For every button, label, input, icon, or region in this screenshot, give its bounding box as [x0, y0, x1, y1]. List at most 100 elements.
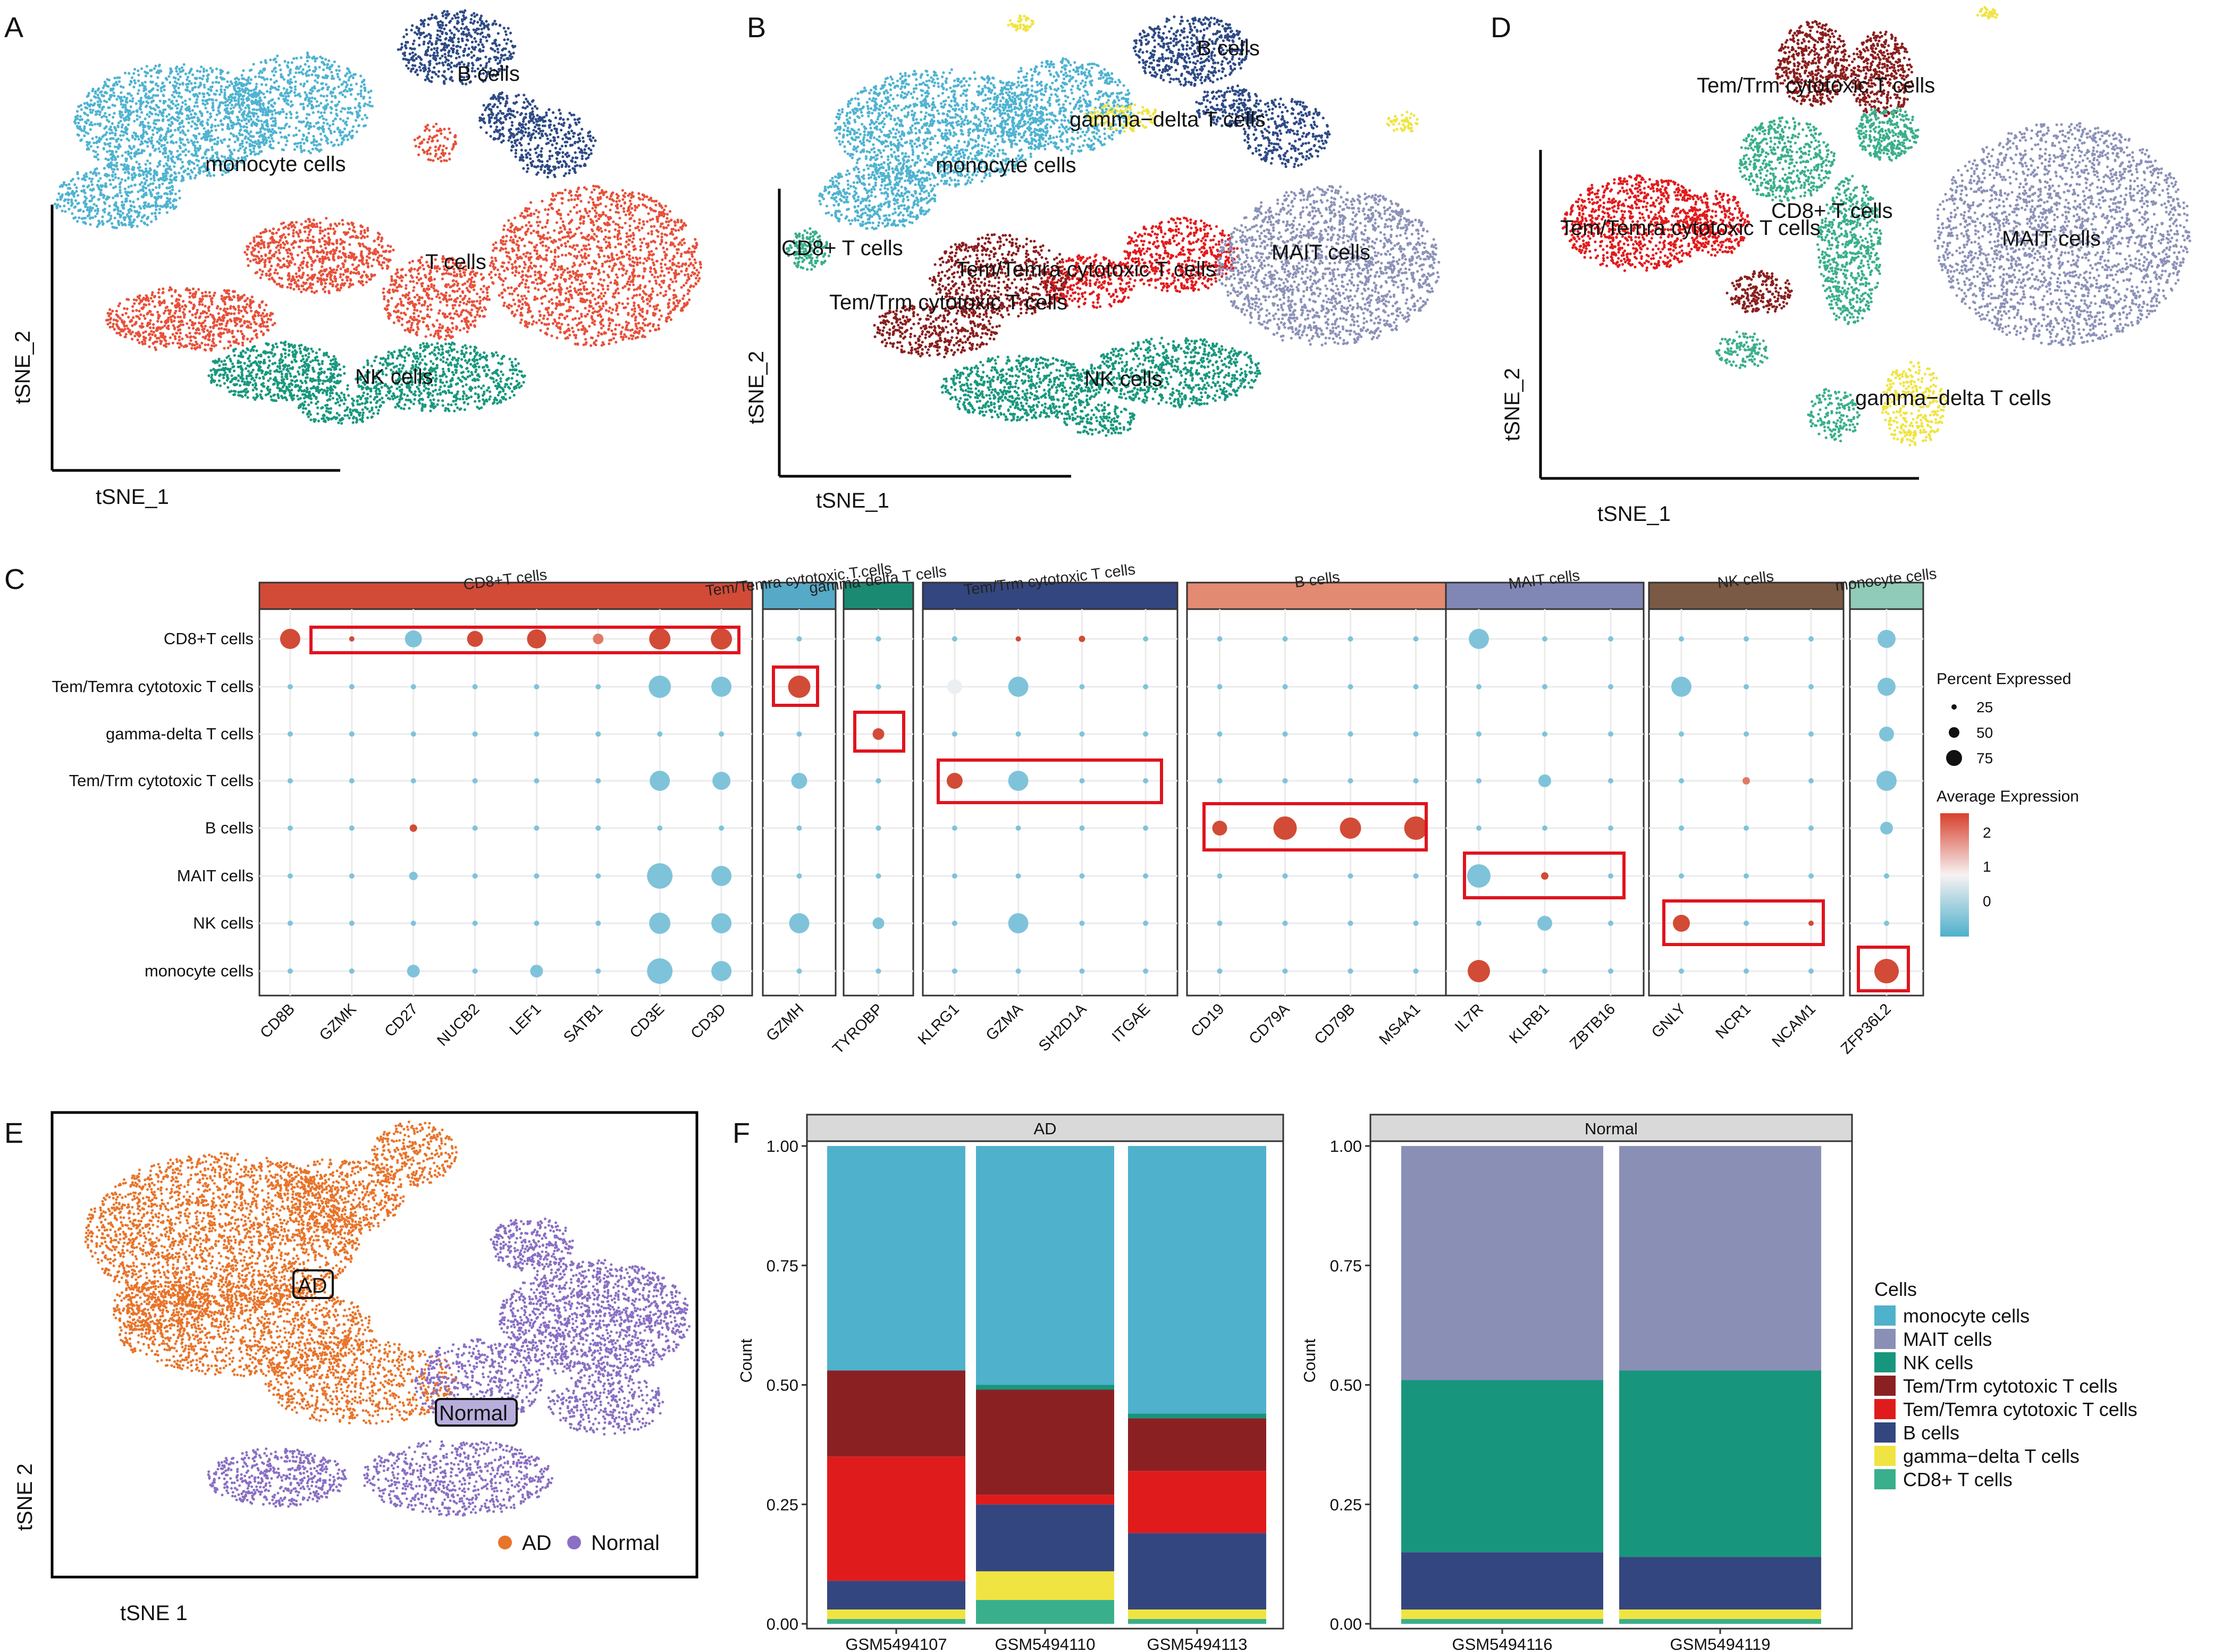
- expression-dot: [876, 873, 881, 879]
- cluster-points: [1063, 401, 1136, 437]
- panel-e-xlabel: tSNE 1: [120, 1602, 188, 1625]
- gene-label: NUCB2: [434, 1000, 483, 1049]
- y-tick-label: 0.75: [767, 1257, 798, 1275]
- expression-dot: [647, 958, 673, 984]
- expression-dot: [1679, 636, 1684, 642]
- panel-e-ylabel: tSNE 2: [13, 1463, 37, 1531]
- expression-dot: [534, 731, 540, 737]
- gene-label: KLRG1: [915, 1000, 963, 1048]
- panel-d-tsne: D tSNE_1 tSNE_2 Tem/Trm cytotoxic T cell…: [1491, 6, 2192, 526]
- expression-dot: [1679, 731, 1684, 737]
- size-key-25: [1951, 704, 1957, 710]
- y-tick-label: 0.75: [1330, 1257, 1362, 1275]
- y-tick-label: 0.25: [767, 1495, 798, 1514]
- expression-dot: [788, 676, 811, 698]
- expression-dot: [711, 677, 732, 697]
- expression-dot: [1671, 677, 1691, 697]
- x-tick-label: GSM5494119: [1670, 1635, 1771, 1652]
- bar-segment: [827, 1146, 965, 1371]
- expression-dot: [349, 825, 355, 831]
- y-tick-label: 0.50: [767, 1376, 798, 1395]
- cluster-points: [1007, 14, 1034, 32]
- expression-dot: [1541, 872, 1548, 880]
- expression-dot: [1476, 825, 1482, 831]
- bar-segment: [1619, 1146, 1821, 1371]
- panel-e-frame: [50, 1111, 698, 1579]
- panel-a-label-monocyte: monocyte cells: [205, 153, 346, 176]
- bar-segment: [1619, 1370, 1821, 1557]
- expression-dot: [349, 921, 355, 926]
- legend-swatch: [1874, 1376, 1896, 1396]
- panel-letter-b: B: [747, 12, 766, 44]
- expression-dot: [407, 965, 420, 977]
- expression-dot: [1413, 636, 1419, 642]
- dotplot-row-label: gamma-delta T cells: [106, 724, 254, 743]
- expression-dot: [1217, 731, 1223, 737]
- expression-dot: [1468, 960, 1490, 982]
- expression-dot: [1808, 731, 1814, 737]
- size-key-50: [1949, 727, 1959, 738]
- x-tick-label: GSM5494110: [995, 1635, 1096, 1652]
- cluster-points: [118, 1279, 374, 1378]
- expression-dot: [1015, 731, 1021, 737]
- bar-segment: [827, 1619, 965, 1624]
- expression-dot: [1008, 913, 1029, 933]
- expression-dot: [1476, 921, 1482, 926]
- expression-dot: [472, 684, 478, 689]
- dotplot-row-labels: CD8+T cells Tem/Temra cytotoxic T cells ga…: [52, 629, 254, 980]
- stacked-bar-chart: AD 0.00 0.25 0.50 0.75 1.00 Count GSM5494107 GSM…: [737, 1114, 1284, 1652]
- cluster-points: [488, 184, 702, 347]
- cluster-points: [992, 57, 1133, 155]
- bar-segment: [976, 1385, 1114, 1390]
- expression-dot: [796, 968, 802, 974]
- panel-d-label-tem-trm: Tem/Trm cytotoxic T cells: [1697, 74, 1935, 97]
- bar-segment: [1128, 1471, 1266, 1533]
- expression-dot: [1008, 677, 1029, 697]
- size-key-75-label: 75: [1976, 750, 1993, 766]
- expression-dot: [1143, 968, 1149, 974]
- expression-dot: [1079, 873, 1085, 879]
- expression-dot: [649, 676, 671, 698]
- gene-label: SH2D1A: [1036, 1000, 1090, 1055]
- expression-dot: [1079, 731, 1085, 737]
- expression-dot: [796, 873, 802, 879]
- legend-label: Tem/Trm cytotoxic T cells: [1903, 1375, 2117, 1397]
- legend-normal-text: Normal: [591, 1531, 660, 1555]
- expression-dot: [1874, 959, 1899, 983]
- expression-dot: [876, 778, 881, 783]
- expression-dot: [796, 636, 802, 642]
- expression-dot: [1282, 968, 1288, 974]
- size-key-50-label: 50: [1976, 724, 1993, 741]
- gene-label: LEF1: [507, 1000, 545, 1039]
- gene-label: ZFP36L2: [1838, 1000, 1895, 1057]
- highlight-box: [772, 665, 819, 707]
- expression-dot: [1608, 731, 1613, 737]
- cluster-points: [1195, 84, 1262, 128]
- panel-a-ylabel: tSNE_2: [11, 331, 35, 404]
- bar-segment: [827, 1370, 965, 1457]
- gene-label: IL7R: [1452, 1000, 1487, 1035]
- legend-swatch: [1874, 1422, 1896, 1443]
- gene-label: CD79B: [1311, 1000, 1359, 1048]
- cluster-points: [1561, 174, 1712, 272]
- cluster-points: [1083, 103, 1159, 133]
- expression-dot: [872, 917, 885, 929]
- normal-label-box: [435, 1398, 518, 1427]
- expression-dot: [1679, 968, 1684, 974]
- size-key-25-label: 25: [1976, 699, 1993, 715]
- expression-dot: [711, 628, 733, 650]
- panel-c-dotplot: C CD8+T cells Tem/Temra cytotoxic T cells…: [4, 560, 2079, 1058]
- highlight-box: [937, 758, 1163, 804]
- cluster-points: [243, 216, 395, 294]
- panel-b-label-tem-trm: Tem/Trm cytotoxic T cells: [829, 291, 1067, 314]
- expression-dot: [1808, 825, 1814, 831]
- expression-dot: [1673, 915, 1690, 932]
- expression-dot: [1542, 636, 1547, 642]
- expression-dot: [287, 873, 293, 879]
- expression-dot: [405, 630, 422, 647]
- cluster-points: [1132, 15, 1250, 87]
- bar-segment: [1128, 1418, 1266, 1471]
